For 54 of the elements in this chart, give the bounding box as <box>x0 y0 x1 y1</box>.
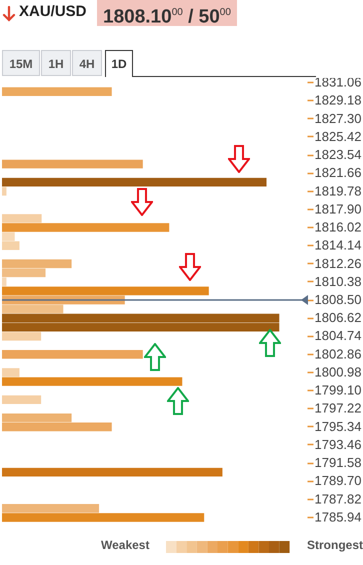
chart-title: XAU/USD <box>19 3 87 20</box>
bar <box>2 377 182 386</box>
bar <box>2 160 143 168</box>
text: 4H <box>72 50 102 76</box>
text: Strongest <box>307 538 363 552</box>
y-tick-label: 1785.94 <box>314 509 362 524</box>
y-tick-label: 1810.38 <box>314 274 362 289</box>
y-tick-label: 1819.78 <box>314 183 362 198</box>
y-tick-label: 1793.46 <box>314 436 362 452</box>
bar <box>2 368 20 377</box>
bar <box>2 87 112 96</box>
bar <box>2 395 42 404</box>
y-tick-label: 1825.42 <box>314 128 362 144</box>
y-tick-label: 1821.66 <box>314 165 362 180</box>
y-tick-label: 1795.34 <box>314 418 362 434</box>
y-tick-label: 1808.50 <box>314 292 362 307</box>
text: 1D <box>105 50 133 77</box>
bar <box>2 178 267 187</box>
bar <box>2 304 64 314</box>
bar <box>2 468 222 477</box>
bar <box>2 504 100 513</box>
y-tick-label: 1804.74 <box>314 328 362 344</box>
bar <box>2 223 170 232</box>
y-tick-label: 1823.54 <box>314 147 362 162</box>
y-tick-label: 1800.98 <box>314 364 362 380</box>
bar <box>2 214 42 223</box>
y-tick-label: 1814.14 <box>314 238 362 253</box>
text: 15M <box>2 50 40 76</box>
bar <box>2 241 20 250</box>
bar <box>2 422 112 432</box>
y-tick-label: 1799.10 <box>314 382 362 398</box>
bar <box>2 278 6 286</box>
y-tick-label: 1827.30 <box>314 110 362 126</box>
y-tick-label: 1797.22 <box>314 400 362 416</box>
chart-subtitle: 1808.10$^{00}$ / 50$^{00}$ <box>97 0 237 28</box>
y-tick-label: 1791.58 <box>314 455 362 470</box>
text: 1H <box>41 50 71 76</box>
bar <box>2 186 6 196</box>
bar <box>2 286 209 296</box>
text: Weakest <box>101 538 150 552</box>
y-tick-label: 1829.18 <box>314 92 362 108</box>
bar <box>2 232 15 241</box>
y-tick-label: 1817.90 <box>314 201 362 216</box>
bar <box>2 513 204 522</box>
bar <box>2 332 42 341</box>
y-tick-label: 1787.82 <box>314 491 362 506</box>
y-tick-label: 1789.70 <box>314 473 362 488</box>
y-tick-label: 1812.26 <box>314 256 362 271</box>
bar <box>2 413 72 422</box>
bar <box>2 268 46 278</box>
y-tick-label: 1816.02 <box>314 220 362 235</box>
y-tick-label: 1802.86 <box>314 346 362 362</box>
bar <box>2 259 72 268</box>
y-tick-label: 1806.62 <box>314 310 362 326</box>
